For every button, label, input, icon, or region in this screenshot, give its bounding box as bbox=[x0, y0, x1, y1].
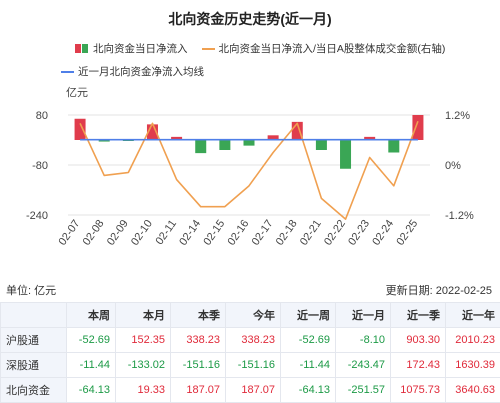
x-tick-label: 02-25 bbox=[394, 218, 420, 248]
header-cell: 今年 bbox=[226, 303, 281, 328]
net-inflow-bar[interactable] bbox=[75, 119, 86, 140]
header-cell: 近一年 bbox=[446, 303, 500, 328]
table-row: 深股通-11.44-133.02-151.16-151.16-11.44-243… bbox=[1, 353, 500, 378]
x-tick-label: 02-10 bbox=[129, 218, 155, 248]
x-tick-label: 02-24 bbox=[370, 218, 396, 248]
header-cell bbox=[1, 303, 67, 328]
value-cell: -243.47 bbox=[336, 353, 391, 378]
value-cell: 187.07 bbox=[171, 378, 226, 403]
y-right-tick-label: 1.2% bbox=[445, 110, 470, 122]
value-cell: -64.13 bbox=[281, 378, 336, 403]
x-tick-label: 02-09 bbox=[105, 218, 131, 248]
header-cell: 本月 bbox=[116, 303, 171, 328]
unit-label: 单位: 亿元 bbox=[6, 282, 56, 298]
x-tick-label: 02-22 bbox=[322, 218, 348, 248]
row-name-cell: 深股通 bbox=[1, 353, 67, 378]
y-left-unit: 亿元 bbox=[66, 86, 88, 99]
chart-svg: 亿元 80-80-2401.2%0%-1.2%02-0702-0802-0902… bbox=[0, 0, 500, 285]
value-cell: -52.69 bbox=[281, 328, 336, 353]
value-cell: -133.02 bbox=[116, 353, 171, 378]
x-tick-label: 02-18 bbox=[274, 218, 300, 248]
net-inflow-bar[interactable] bbox=[316, 140, 327, 150]
y-left-tick-label: -80 bbox=[32, 160, 48, 172]
header-cell: 近一周 bbox=[281, 303, 336, 328]
x-tick-label: 02-23 bbox=[346, 218, 372, 248]
value-cell: 3640.63 bbox=[446, 378, 500, 403]
value-cell: 903.30 bbox=[391, 328, 446, 353]
y-right-tick-label: -1.2% bbox=[445, 210, 474, 222]
value-cell: 2010.23 bbox=[446, 328, 500, 353]
value-cell: 152.35 bbox=[116, 328, 171, 353]
net-inflow-bar[interactable] bbox=[340, 140, 351, 169]
x-tick-label: 02-14 bbox=[177, 218, 203, 248]
net-inflow-bar[interactable] bbox=[244, 140, 255, 146]
value-cell: 338.23 bbox=[171, 328, 226, 353]
value-cell: 1630.39 bbox=[446, 353, 500, 378]
value-cell: -151.16 bbox=[226, 353, 281, 378]
y-left-tick-label: -240 bbox=[26, 210, 48, 222]
value-cell: -8.10 bbox=[336, 328, 391, 353]
row-name-cell: 沪股通 bbox=[1, 328, 67, 353]
value-cell: 338.23 bbox=[226, 328, 281, 353]
table-header-row: 本周 本月 本季 今年 近一周 近一月 近一季 近一年 bbox=[1, 303, 500, 328]
value-cell: 187.07 bbox=[226, 378, 281, 403]
y-right-tick-label: 0% bbox=[445, 160, 461, 172]
value-cell: -11.44 bbox=[281, 353, 336, 378]
value-cell: -151.16 bbox=[171, 353, 226, 378]
value-cell: 1075.73 bbox=[391, 378, 446, 403]
x-tick-label: 02-11 bbox=[154, 218, 180, 247]
value-cell: 172.43 bbox=[391, 353, 446, 378]
y-left-tick-label: 80 bbox=[36, 110, 48, 122]
value-cell: 19.33 bbox=[116, 378, 171, 403]
x-tick-label: 02-17 bbox=[250, 218, 276, 248]
x-tick-label: 02-15 bbox=[201, 218, 227, 248]
net-inflow-bar[interactable] bbox=[388, 140, 399, 153]
x-tick-label: 02-16 bbox=[225, 218, 251, 248]
x-tick-label: 02-21 bbox=[298, 218, 324, 248]
update-date: 更新日期: 2022-02-25 bbox=[386, 282, 492, 298]
net-inflow-bar[interactable] bbox=[195, 140, 206, 153]
header-cell: 近一月 bbox=[336, 303, 391, 328]
x-tick-label: 02-08 bbox=[81, 218, 107, 248]
value-cell: -251.57 bbox=[336, 378, 391, 403]
header-cell: 近一季 bbox=[391, 303, 446, 328]
net-inflow-bar[interactable] bbox=[412, 115, 423, 140]
x-tick-label: 02-07 bbox=[57, 218, 83, 248]
header-cell: 本周 bbox=[67, 303, 116, 328]
row-name-cell: 北向资金 bbox=[1, 378, 67, 403]
value-cell: -52.69 bbox=[67, 328, 116, 353]
ratio-line[interactable] bbox=[80, 121, 418, 219]
value-cell: -11.44 bbox=[67, 353, 116, 378]
value-cell: -64.13 bbox=[67, 378, 116, 403]
net-inflow-bar[interactable] bbox=[219, 140, 230, 150]
header-cell: 本季 bbox=[171, 303, 226, 328]
